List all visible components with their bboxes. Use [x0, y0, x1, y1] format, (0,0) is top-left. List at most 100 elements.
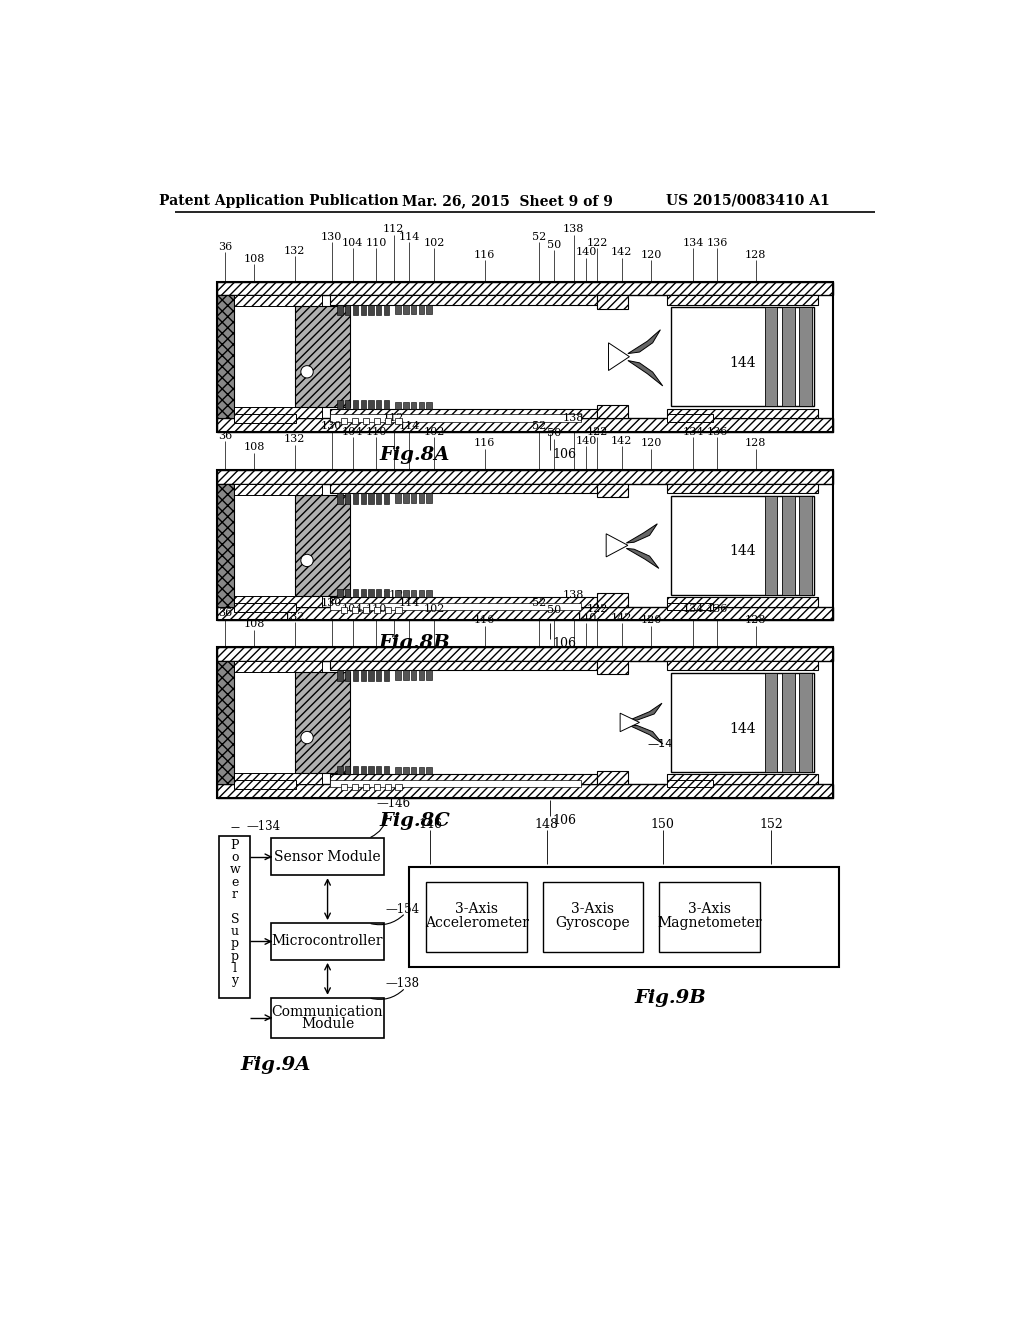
Bar: [765, 308, 777, 407]
Text: —146: —146: [376, 797, 411, 810]
Bar: [369, 671, 374, 681]
Bar: [345, 766, 350, 775]
Text: 122: 122: [586, 238, 607, 248]
Bar: [345, 494, 350, 504]
Bar: [782, 673, 795, 772]
Text: 144: 144: [729, 722, 756, 735]
Text: 150: 150: [651, 818, 675, 832]
Polygon shape: [628, 330, 660, 354]
Bar: [217, 470, 834, 620]
Text: —134: —134: [247, 820, 281, 833]
Bar: [411, 590, 417, 597]
Polygon shape: [627, 524, 657, 543]
Text: 120: 120: [640, 615, 662, 626]
Bar: [217, 484, 234, 607]
Bar: [411, 494, 417, 503]
Bar: [799, 308, 812, 407]
Bar: [799, 673, 812, 772]
Bar: [352, 400, 358, 409]
Text: Microcontroller: Microcontroller: [271, 935, 383, 949]
Bar: [658, 882, 760, 952]
Bar: [352, 589, 358, 597]
Bar: [395, 305, 400, 314]
Text: Fig.8A: Fig.8A: [380, 446, 450, 463]
Text: Patent Application Publication: Patent Application Publication: [160, 194, 399, 207]
Text: e: e: [231, 875, 239, 888]
Bar: [376, 671, 381, 681]
Text: 108: 108: [244, 619, 265, 630]
Text: 140: 140: [575, 612, 597, 623]
Bar: [395, 671, 400, 680]
Text: 112: 112: [383, 413, 404, 422]
Bar: [352, 494, 358, 504]
Text: 3-Axis: 3-Axis: [688, 902, 731, 916]
Bar: [374, 607, 380, 612]
Bar: [376, 305, 381, 315]
Bar: [671, 673, 814, 772]
Text: 52: 52: [531, 421, 546, 430]
Bar: [369, 305, 374, 315]
Bar: [352, 607, 358, 612]
Bar: [352, 671, 358, 681]
Text: S: S: [230, 912, 240, 925]
Text: 116: 116: [474, 249, 496, 260]
Text: 102: 102: [424, 238, 444, 248]
Bar: [217, 661, 234, 784]
Bar: [426, 767, 432, 775]
Bar: [765, 673, 777, 772]
Text: 132: 132: [284, 611, 305, 622]
Bar: [330, 412, 350, 418]
Bar: [667, 661, 818, 671]
Bar: [360, 494, 366, 504]
Bar: [384, 589, 389, 597]
Text: y: y: [231, 974, 239, 987]
Bar: [217, 418, 834, 432]
Text: 116: 116: [474, 615, 496, 626]
Bar: [384, 305, 389, 315]
Bar: [385, 418, 391, 424]
Circle shape: [301, 554, 313, 566]
Bar: [426, 590, 432, 597]
Bar: [384, 766, 389, 775]
Bar: [337, 766, 343, 775]
Text: 108: 108: [244, 253, 265, 264]
Bar: [384, 671, 389, 681]
Bar: [667, 484, 818, 494]
Bar: [426, 494, 432, 503]
Bar: [352, 418, 358, 424]
Bar: [419, 305, 424, 314]
Text: p: p: [230, 949, 239, 962]
Bar: [667, 414, 713, 422]
Text: l: l: [232, 962, 237, 975]
Text: Mar. 26, 2015  Sheet 9 of 9: Mar. 26, 2015 Sheet 9 of 9: [402, 194, 613, 207]
Text: 122: 122: [586, 426, 607, 437]
Text: 104: 104: [342, 238, 364, 248]
Bar: [395, 401, 400, 409]
Text: 142: 142: [611, 436, 633, 446]
Bar: [337, 589, 343, 597]
Bar: [352, 766, 358, 775]
Text: Gyroscope: Gyroscope: [556, 916, 631, 931]
Bar: [385, 784, 391, 789]
Bar: [271, 998, 384, 1038]
Text: 152: 152: [760, 818, 783, 832]
Text: 136: 136: [707, 238, 728, 248]
Text: 128: 128: [745, 249, 766, 260]
Text: P: P: [230, 838, 240, 851]
Bar: [376, 766, 381, 775]
Bar: [295, 672, 350, 774]
Bar: [782, 496, 795, 595]
Bar: [671, 308, 814, 407]
Bar: [376, 589, 381, 597]
Bar: [345, 305, 350, 315]
Bar: [369, 766, 374, 775]
Text: Fig.9A: Fig.9A: [240, 1056, 310, 1073]
Bar: [360, 400, 366, 409]
Polygon shape: [606, 533, 628, 557]
Text: 106: 106: [553, 638, 577, 649]
Bar: [597, 296, 628, 309]
Bar: [341, 784, 347, 789]
Bar: [234, 780, 296, 789]
Bar: [337, 494, 343, 504]
Bar: [330, 597, 597, 607]
